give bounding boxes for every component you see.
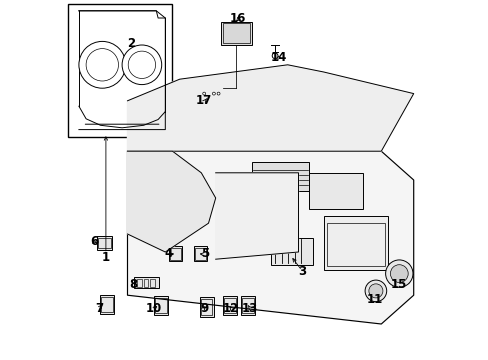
Polygon shape (215, 173, 298, 259)
Circle shape (128, 51, 155, 78)
Circle shape (79, 41, 125, 88)
Circle shape (365, 280, 386, 302)
Bar (326, 223, 384, 266)
Bar (193, 246, 207, 261)
Polygon shape (127, 151, 413, 324)
Bar (98, 238, 111, 248)
Bar (241, 296, 254, 315)
Text: 6: 6 (90, 235, 98, 248)
Bar (323, 216, 387, 270)
Circle shape (122, 45, 162, 85)
Circle shape (217, 92, 220, 95)
Bar (223, 296, 237, 315)
Polygon shape (79, 11, 165, 130)
Text: 13: 13 (241, 302, 258, 315)
Bar (100, 295, 114, 314)
Circle shape (203, 92, 205, 95)
Text: 11: 11 (366, 293, 382, 306)
Circle shape (389, 265, 407, 283)
Text: 1: 1 (102, 251, 110, 264)
Circle shape (368, 284, 382, 298)
Bar (101, 297, 113, 312)
Text: 7: 7 (96, 302, 103, 315)
Text: 16: 16 (229, 12, 245, 24)
Bar (309, 173, 363, 209)
Bar (194, 248, 206, 260)
Bar (155, 298, 167, 313)
Bar (137, 279, 141, 287)
Bar (251, 162, 309, 191)
Bar (200, 297, 213, 317)
Polygon shape (127, 65, 413, 151)
Bar (129, 173, 158, 194)
Text: 2: 2 (127, 37, 135, 50)
Circle shape (212, 92, 215, 95)
Text: 5: 5 (201, 247, 208, 260)
Bar (169, 248, 181, 260)
Circle shape (272, 53, 277, 59)
Text: 4: 4 (164, 247, 173, 260)
Polygon shape (127, 151, 215, 252)
Text: 12: 12 (222, 302, 239, 315)
Text: 3: 3 (297, 265, 305, 278)
Bar (134, 277, 159, 288)
Text: 8: 8 (129, 278, 138, 291)
Bar (201, 96, 221, 103)
Bar (68, 4, 172, 137)
Bar (168, 246, 182, 261)
Bar (221, 22, 251, 45)
Text: 14: 14 (270, 51, 286, 64)
Bar (97, 236, 112, 250)
Circle shape (86, 49, 118, 81)
Bar (223, 23, 249, 43)
Bar (150, 279, 154, 287)
Text: 15: 15 (390, 278, 407, 291)
Bar (143, 279, 148, 287)
Text: 10: 10 (145, 302, 162, 315)
Text: 9: 9 (200, 302, 208, 315)
Bar (242, 298, 253, 313)
Bar (199, 88, 223, 97)
Text: 17: 17 (196, 94, 212, 107)
Bar (271, 238, 312, 265)
Bar (201, 299, 212, 315)
Bar (153, 296, 168, 315)
Bar (224, 298, 235, 313)
Circle shape (385, 260, 412, 287)
